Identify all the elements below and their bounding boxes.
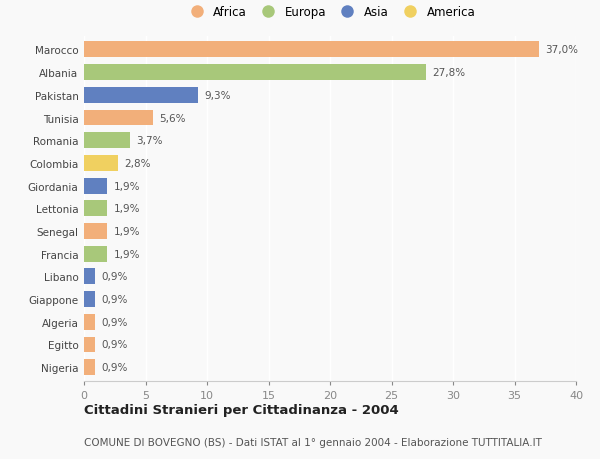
Bar: [84, 42, 539, 58]
Bar: [84, 246, 107, 262]
Bar: [84, 65, 426, 81]
Text: 0,9%: 0,9%: [101, 363, 128, 372]
Bar: [84, 133, 130, 149]
Text: Cittadini Stranieri per Cittadinanza - 2004: Cittadini Stranieri per Cittadinanza - 2…: [84, 403, 399, 416]
Text: 0,9%: 0,9%: [101, 340, 128, 350]
Text: 9,3%: 9,3%: [205, 90, 231, 101]
Text: 1,9%: 1,9%: [113, 226, 140, 236]
Bar: [84, 314, 95, 330]
Text: 5,6%: 5,6%: [159, 113, 185, 123]
Bar: [84, 291, 95, 308]
Bar: [84, 178, 107, 194]
Text: 1,9%: 1,9%: [113, 249, 140, 259]
Text: 0,9%: 0,9%: [101, 317, 128, 327]
Text: 37,0%: 37,0%: [545, 45, 578, 55]
Bar: [84, 88, 199, 104]
Bar: [84, 359, 95, 375]
Bar: [84, 201, 107, 217]
Text: 1,9%: 1,9%: [113, 181, 140, 191]
Bar: [84, 224, 107, 240]
Text: 1,9%: 1,9%: [113, 204, 140, 214]
Text: 0,9%: 0,9%: [101, 294, 128, 304]
Text: 0,9%: 0,9%: [101, 272, 128, 282]
Bar: [84, 110, 153, 126]
Text: 27,8%: 27,8%: [432, 68, 465, 78]
Bar: [84, 269, 95, 285]
Text: COMUNE DI BOVEGNO (BS) - Dati ISTAT al 1° gennaio 2004 - Elaborazione TUTTITALIA: COMUNE DI BOVEGNO (BS) - Dati ISTAT al 1…: [84, 437, 542, 447]
Bar: [84, 337, 95, 353]
Text: 2,8%: 2,8%: [125, 158, 151, 168]
Bar: [84, 156, 118, 172]
Legend: Africa, Europa, Asia, America: Africa, Europa, Asia, America: [180, 1, 480, 24]
Text: 3,7%: 3,7%: [136, 136, 162, 146]
